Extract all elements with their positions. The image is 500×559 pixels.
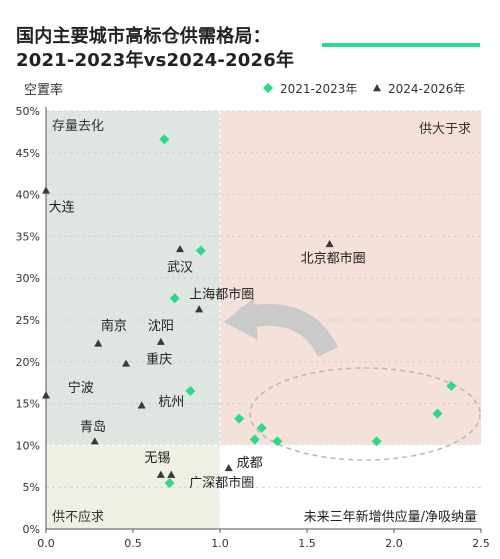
triangle-marker: [94, 339, 103, 347]
chart-title-line-2: 2021-2023年vs2024-2026年: [16, 50, 295, 71]
x-tick-label: 0.0: [37, 537, 55, 550]
diamond-marker: [256, 422, 267, 433]
x-tick-label: 2.5: [472, 537, 490, 550]
triangle-marker: [224, 463, 233, 472]
diamond-marker: [159, 134, 170, 145]
city-label: 北京都市圈: [301, 250, 366, 266]
city-label: 青岛: [80, 419, 106, 435]
y-tick-label: 10%: [16, 439, 40, 452]
quadrant-label-top-right: 供大于求: [419, 122, 471, 137]
city-label: 上海都市圈: [189, 286, 254, 302]
diamond-marker: [249, 434, 260, 445]
city-label: 武汉: [167, 261, 193, 276]
diamond-marker: [234, 413, 245, 424]
triangle-marker: [42, 391, 50, 399]
city-label: 大连: [49, 199, 75, 215]
city-label: 重庆: [146, 351, 172, 367]
triangle-marker: [122, 359, 131, 367]
city-label: 无锡: [144, 451, 170, 466]
y-tick-label: 15%: [16, 398, 40, 411]
x-tick-label: 0.5: [124, 537, 142, 550]
city-label: 成都: [237, 456, 263, 471]
city-label: 南京: [101, 318, 127, 334]
y-tick-label: 30%: [16, 272, 40, 285]
y-tick-label: 0%: [23, 523, 40, 536]
triangle-marker: [325, 239, 334, 248]
chart-title-line-1: 国内主要城市高标仓供需格局：: [16, 26, 271, 47]
legend-diamond-marker: [263, 83, 273, 93]
quadrant-label-top-left: 存量去化: [52, 119, 104, 134]
diamond-marker: [185, 386, 196, 397]
x-tick-label: 1.5: [298, 537, 316, 550]
diamond-marker: [371, 436, 382, 447]
triangle-marker: [42, 186, 50, 194]
triangle-marker: [175, 244, 184, 253]
cluster-ellipse: [249, 367, 481, 461]
y-tick-label: 25%: [16, 314, 40, 327]
legend-triangle-marker: [373, 84, 381, 92]
diamond-marker: [164, 478, 175, 489]
accent-bar: [322, 43, 480, 47]
quadrant-top-right: [220, 111, 481, 446]
city-label: 宁波: [68, 380, 94, 396]
diamond-marker: [169, 293, 180, 304]
y-axis-label: 空置率: [24, 82, 63, 98]
legend-label-series-1: 2021-2023年: [280, 82, 357, 96]
city-label: 沈阳: [148, 319, 174, 334]
y-tick-label: 35%: [16, 230, 40, 243]
city-label: 杭州: [158, 395, 184, 410]
y-tick-label: 50%: [16, 105, 40, 118]
y-tick-label: 5%: [23, 481, 40, 494]
y-tick-label: 20%: [16, 356, 40, 369]
y-tick-label: 40%: [16, 189, 40, 202]
x-axis-label: 未来三年新增供应量/净吸纳量: [304, 509, 477, 525]
y-tick-label: 45%: [16, 147, 40, 160]
diamond-marker: [195, 245, 206, 256]
legend-label-series-2: 2024-2026年: [388, 82, 465, 96]
x-tick-label: 1.0: [211, 537, 229, 550]
quadrant-label-bottom-left: 供不应求: [52, 509, 104, 525]
diamond-marker: [446, 381, 457, 392]
trend-arrow-head: [224, 298, 258, 340]
triangle-marker: [195, 305, 204, 313]
city-label: 广深都市圈: [189, 475, 254, 491]
triangle-marker: [156, 470, 165, 478]
diamond-marker: [432, 408, 443, 419]
diamond-marker: [272, 436, 283, 447]
x-tick-label: 2.0: [385, 537, 403, 550]
triangle-marker: [137, 401, 146, 409]
triangle-marker: [90, 437, 99, 445]
triangle-marker: [156, 337, 165, 345]
triangle-marker: [167, 470, 176, 478]
